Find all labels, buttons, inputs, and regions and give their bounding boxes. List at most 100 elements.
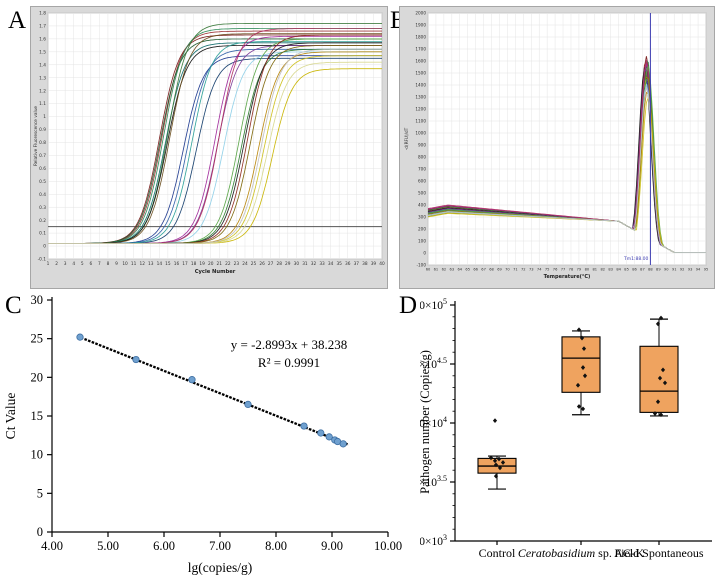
panel-label-c: C (5, 292, 22, 319)
svg-text:15: 15 (31, 409, 44, 423)
svg-text:30: 30 (31, 293, 44, 307)
melt-curves-chart: -100 0 100 200 300 400 500 600 700 800 900 1000 1100… (404, 11, 708, 280)
svg-text:Ceratobasidium sp. AG-K: Ceratobasidium sp. AG-K (518, 546, 645, 560)
svg-text:70: 70 (505, 268, 510, 272)
svg-text:1900: 1900 (415, 23, 426, 28)
svg-text:36: 36 (345, 261, 351, 267)
svg-text:84: 84 (616, 268, 621, 272)
svg-text:5: 5 (37, 486, 43, 500)
svg-text:25: 25 (251, 261, 257, 267)
svg-text:9.00: 9.00 (321, 539, 343, 553)
svg-text:61: 61 (434, 268, 439, 272)
svg-text:1500: 1500 (415, 71, 426, 76)
svg-text:34: 34 (328, 261, 334, 267)
svg-text:-0.1: -0.1 (38, 257, 47, 263)
svg-text:85: 85 (624, 268, 629, 272)
svg-text:74: 74 (537, 268, 542, 272)
svg-text:2000: 2000 (415, 11, 426, 16)
svg-text:0: 0 (37, 525, 43, 539)
svg-text:10.00: 10.00 (374, 539, 402, 553)
svg-text:19: 19 (199, 261, 205, 267)
svg-text:6: 6 (89, 261, 92, 267)
svg-text:7.00: 7.00 (209, 539, 231, 553)
svg-text:0.5: 0.5 (39, 179, 46, 185)
svg-text:11: 11 (131, 261, 137, 267)
svg-text:76: 76 (553, 268, 558, 272)
svg-text:700: 700 (418, 167, 426, 172)
svg-text:39: 39 (371, 261, 377, 267)
panel-d-boxplot-chart: 3.0×105 3.0×104.5 3.0×104 3.0×103.5 3.0×103 P… (420, 297, 712, 560)
svg-text:22: 22 (225, 261, 231, 267)
svg-text:Field Spontaneous: Field Spontaneous (615, 546, 704, 560)
svg-text:93: 93 (688, 268, 693, 272)
svg-text:1100: 1100 (415, 119, 426, 124)
svg-text:10: 10 (122, 261, 128, 267)
svg-text:R² = 0.9991: R² = 0.9991 (258, 355, 320, 370)
svg-text:200: 200 (418, 227, 426, 232)
svg-text:9: 9 (115, 261, 118, 267)
svg-text:1400: 1400 (415, 83, 426, 88)
svg-text:63: 63 (450, 268, 455, 272)
svg-text:21: 21 (217, 261, 223, 267)
svg-text:3.0×104.5: 3.0×104.5 (420, 356, 447, 371)
svg-text:60: 60 (426, 268, 431, 272)
svg-text:17: 17 (182, 261, 188, 267)
svg-text:3: 3 (64, 261, 67, 267)
svg-text:64: 64 (457, 268, 462, 272)
svg-text:0.8: 0.8 (39, 140, 46, 146)
svg-text:100: 100 (418, 239, 426, 244)
svg-text:Pathogen number (Copies/g): Pathogen number (Copies/g) (420, 350, 432, 494)
svg-text:1.1: 1.1 (39, 101, 46, 107)
svg-text:35: 35 (336, 261, 342, 267)
svg-text:27: 27 (268, 261, 274, 267)
svg-text:Relative Fluorescence value: Relative Fluorescence value (33, 106, 39, 166)
svg-text:88: 88 (648, 268, 653, 272)
svg-text:10: 10 (31, 448, 44, 462)
svg-text:67: 67 (481, 268, 486, 272)
svg-text:lg(copies/g): lg(copies/g) (188, 560, 252, 575)
svg-text:23: 23 (234, 261, 240, 267)
svg-text:Tm1:88.00: Tm1:88.00 (623, 256, 649, 262)
svg-text:62: 62 (442, 268, 447, 272)
panel-label-a: A (8, 7, 27, 34)
svg-text:y = -2.8993x + 38.238: y = -2.8993x + 38.238 (231, 337, 348, 352)
svg-text:38: 38 (362, 261, 368, 267)
svg-text:20: 20 (31, 370, 44, 384)
svg-text:90: 90 (664, 268, 669, 272)
svg-text:28: 28 (276, 261, 282, 267)
svg-text:-100: -100 (416, 263, 426, 268)
svg-text:29: 29 (285, 261, 291, 267)
svg-text:0.7: 0.7 (39, 153, 46, 159)
svg-text:0: 0 (43, 244, 46, 250)
svg-text:40: 40 (379, 261, 385, 267)
svg-text:0: 0 (423, 251, 426, 256)
svg-text:73: 73 (529, 268, 534, 272)
svg-text:1300: 1300 (415, 95, 426, 100)
svg-text:1: 1 (43, 114, 46, 120)
svg-text:4: 4 (72, 261, 75, 267)
svg-text:16: 16 (174, 261, 180, 267)
svg-text:77: 77 (561, 268, 566, 272)
svg-text:5.00: 5.00 (97, 539, 119, 553)
svg-text:8: 8 (107, 261, 110, 267)
svg-text:900: 900 (418, 143, 426, 148)
svg-text:83: 83 (608, 268, 613, 272)
svg-text:1.5: 1.5 (39, 49, 46, 55)
svg-text:3.0×103.5: 3.0×103.5 (420, 474, 447, 489)
svg-text:1.8: 1.8 (39, 11, 46, 17)
svg-text:0.2: 0.2 (39, 218, 46, 224)
svg-text:1.6: 1.6 (39, 36, 46, 42)
svg-text:-d(RFU)/dT: -d(RFU)/dT (404, 127, 409, 150)
svg-text:500: 500 (418, 191, 426, 196)
svg-text:30: 30 (294, 261, 300, 267)
svg-text:0.9: 0.9 (39, 127, 46, 133)
svg-text:1000: 1000 (415, 131, 426, 136)
svg-text:4.00: 4.00 (41, 539, 63, 553)
svg-text:80: 80 (585, 268, 590, 272)
svg-text:600: 600 (418, 179, 426, 184)
svg-text:3.0×103: 3.0×103 (420, 533, 447, 548)
svg-text:20: 20 (208, 261, 214, 267)
svg-text:8.00: 8.00 (265, 539, 287, 553)
svg-text:92: 92 (680, 268, 685, 272)
